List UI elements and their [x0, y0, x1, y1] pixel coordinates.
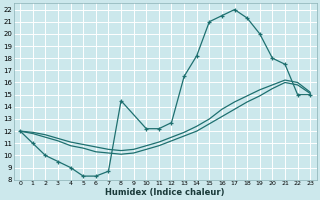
X-axis label: Humidex (Indice chaleur): Humidex (Indice chaleur): [106, 188, 225, 197]
